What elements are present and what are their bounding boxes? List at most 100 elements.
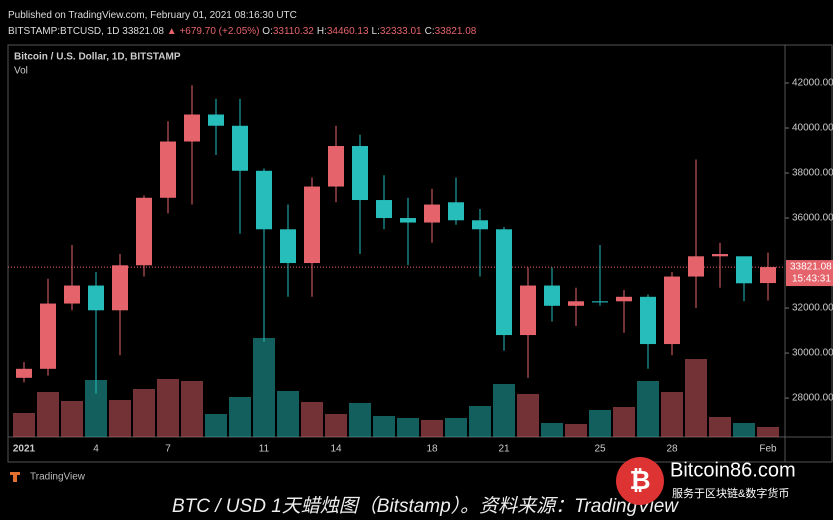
candle-body <box>352 146 368 201</box>
x-tick-label: 21 <box>498 444 510 455</box>
candle-body <box>256 170 272 230</box>
y-tick-label: 30000.00 <box>792 348 833 359</box>
volume-bar <box>565 424 587 437</box>
candle-body <box>568 301 584 306</box>
volume-bar <box>13 413 35 437</box>
header: Published on TradingView.com, February 0… <box>8 8 479 40</box>
volume-bar <box>709 417 731 437</box>
volume-bar <box>109 400 131 437</box>
candle-body <box>304 186 320 264</box>
volume-bar <box>181 381 203 437</box>
candle-body <box>760 267 776 284</box>
ohlc-label: C: <box>424 26 435 37</box>
volume-bar <box>301 402 323 437</box>
ohlc-value: 32333.01 <box>379 26 422 37</box>
change: ▲ +679.70 (+2.05%) <box>166 26 260 37</box>
ohlc-value: 33821.08 <box>434 26 477 37</box>
candle-body <box>664 276 680 345</box>
candle-body <box>712 254 728 257</box>
ohlc-label: O: <box>262 26 273 37</box>
candle-body <box>736 256 752 284</box>
volume-bar <box>397 418 419 437</box>
candle-body <box>16 368 32 378</box>
watermark-sub: 服务于区块链&数字货币 <box>672 486 789 500</box>
candle-body <box>616 296 632 302</box>
candle-body <box>688 256 704 277</box>
candle-body <box>64 285 80 304</box>
volume-bar <box>421 420 443 437</box>
candle-body <box>280 229 296 264</box>
volume-bar <box>133 389 155 437</box>
volume-bar <box>541 423 563 437</box>
x-tick-label: 4 <box>93 444 99 455</box>
x-tick-label: 28 <box>666 444 678 455</box>
last-price-box <box>786 260 833 287</box>
candle-body <box>400 218 416 223</box>
volume-bar <box>349 403 371 437</box>
last: 33821.08 <box>122 26 164 37</box>
published: Published on TradingView.com, February 0… <box>8 10 297 21</box>
candle-body <box>232 125 248 171</box>
y-tick-label: 38000.00 <box>792 168 833 179</box>
volume-bar <box>157 379 179 437</box>
candle-body <box>544 285 560 306</box>
candle-body <box>448 202 464 221</box>
volume-bar <box>613 407 635 437</box>
volume-bar <box>661 392 683 437</box>
x-tick-label: 7 <box>165 444 171 455</box>
candle-body <box>640 296 656 345</box>
volume-bar <box>205 414 227 437</box>
logo-icon <box>10 472 20 482</box>
candle-body <box>520 285 536 336</box>
y-tick-label: 40000.00 <box>792 123 833 134</box>
volume-bar <box>37 392 59 437</box>
logo: TradingView <box>30 472 86 483</box>
watermark-icon <box>616 457 664 505</box>
volume-bar <box>277 391 299 437</box>
volume-bar <box>253 338 275 437</box>
candle-body <box>424 204 440 223</box>
y-tick-label: 42000.00 <box>792 78 833 89</box>
y-tick-label: 28000.00 <box>792 393 833 404</box>
candle-body <box>328 146 344 187</box>
candle-body <box>112 265 128 311</box>
candle-body <box>208 114 224 126</box>
volume-bar <box>733 423 755 437</box>
x-tick-label: 11 <box>259 444 270 455</box>
chart-title: Bitcoin / U.S. Dollar, 1D, BITSTAMP <box>14 52 181 63</box>
candle-body <box>88 285 104 311</box>
y-tick-label: 36000.00 <box>792 213 833 224</box>
volume-bar <box>589 410 611 437</box>
symbol-line: BITSTAMP:BTCUSD, 1D 33821.08 ▲ +679.70 (… <box>8 24 479 40</box>
ohlc: O:33110.32 H:34460.13 L:32333.01 C:33821.08 <box>262 26 479 37</box>
candle-body <box>592 301 608 303</box>
candle-body <box>472 220 488 230</box>
countdown-label: 15:43:31 <box>792 274 831 285</box>
volume-bar <box>445 418 467 437</box>
candle-body <box>184 114 200 142</box>
caption: BTC / USD 1天蜡烛图（Bitstamp）。资料来源：TradingVi… <box>172 495 679 517</box>
watermark: Bitcoin86.com <box>670 459 796 481</box>
candle-body <box>136 197 152 266</box>
x-tick-label: 14 <box>330 444 342 455</box>
candle-body <box>376 200 392 219</box>
volume-bar <box>517 394 539 437</box>
candle-body <box>40 303 56 369</box>
volume-bar <box>757 427 779 437</box>
volume-bar <box>637 381 659 437</box>
x-tick-label: 2021 <box>13 444 36 455</box>
ohlc-value: 33110.32 <box>272 26 314 37</box>
volume-title: Vol <box>14 66 28 77</box>
volume-bar <box>325 414 347 437</box>
symbol: BITSTAMP:BTCUSD, 1D <box>8 26 120 37</box>
x-tick-label: 25 <box>594 444 606 455</box>
volume-bar <box>469 406 491 437</box>
volume-bar <box>229 397 251 437</box>
ohlc-value: 34460.13 <box>326 26 369 37</box>
candle-body <box>160 141 176 198</box>
x-tick-label: 18 <box>426 444 438 455</box>
y-tick-label: 32000.00 <box>792 303 833 314</box>
x-tick-label: Feb <box>759 444 777 455</box>
